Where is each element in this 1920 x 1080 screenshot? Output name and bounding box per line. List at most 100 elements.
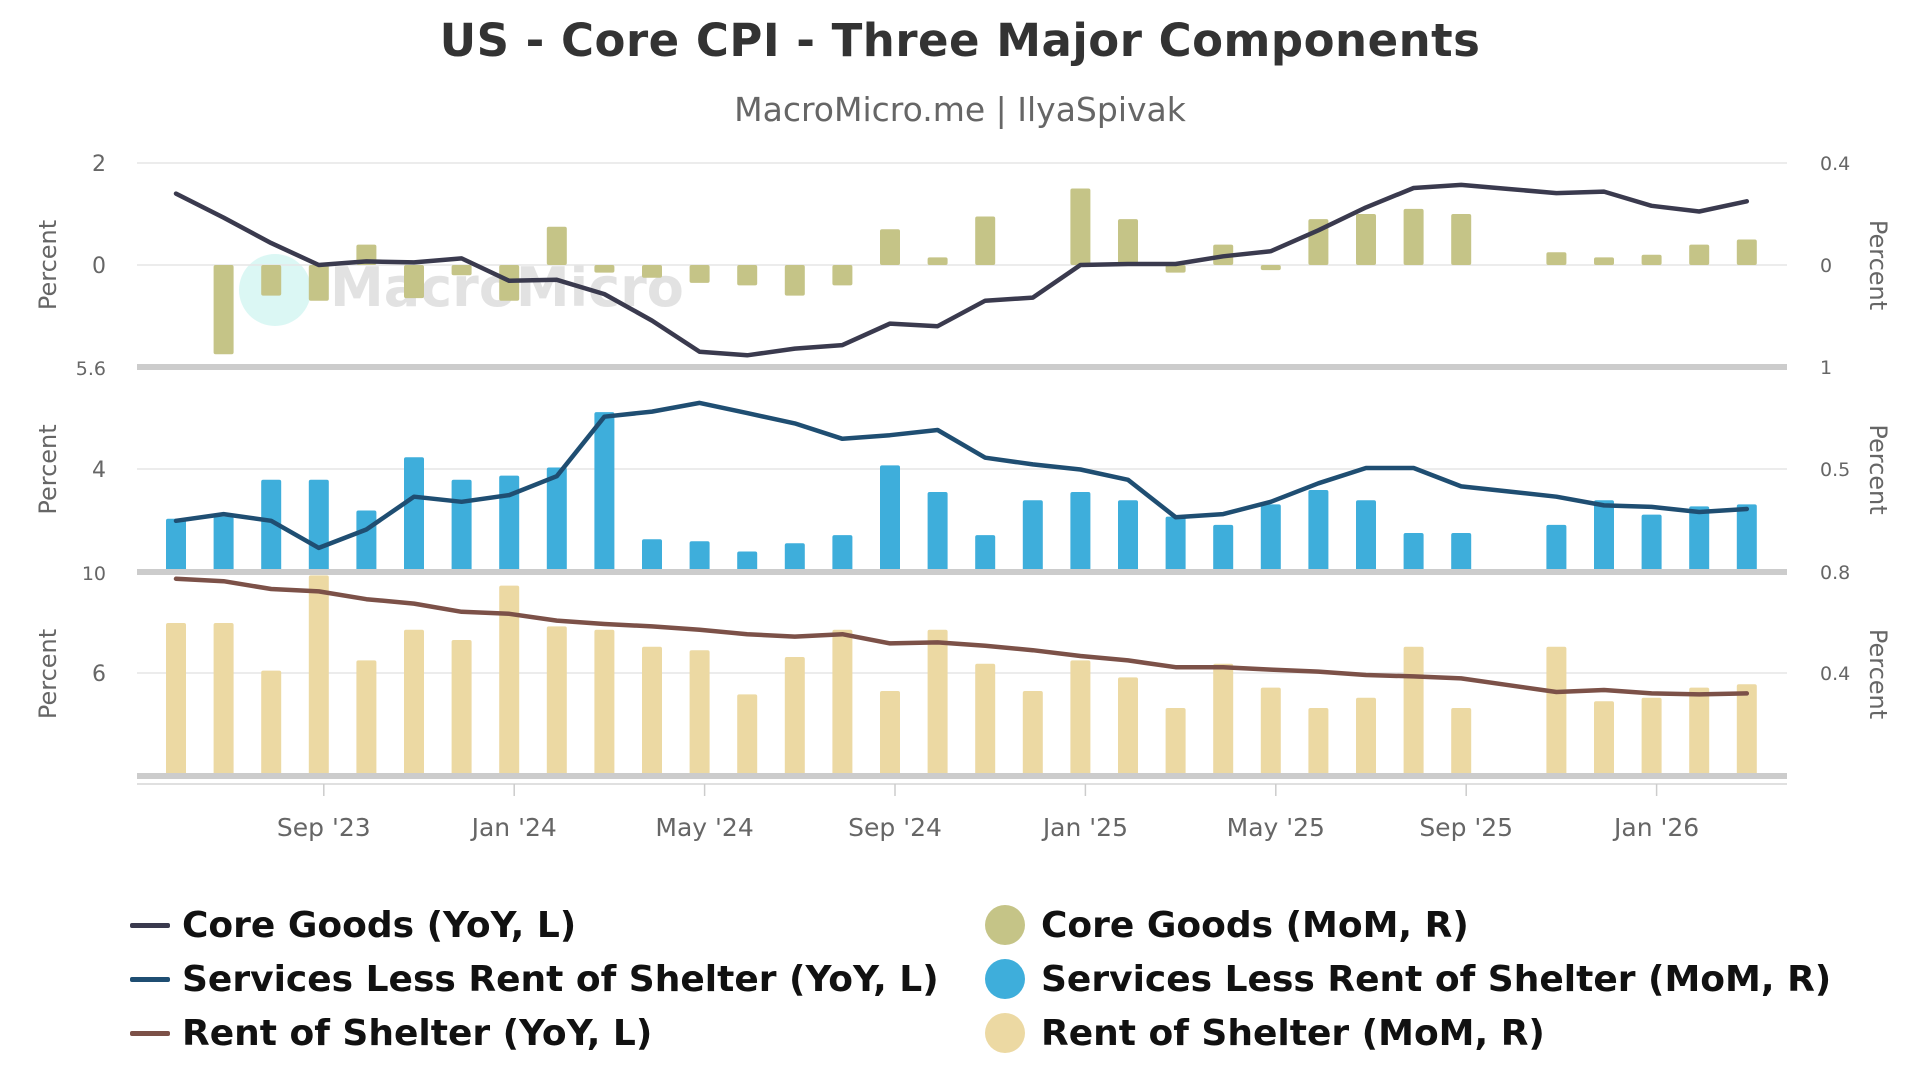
bar	[927, 629, 948, 776]
legend-label: Services Less Rent of Shelter (YoY, L)	[182, 958, 939, 1000]
bar	[689, 265, 710, 283]
x-tick-label: Sep '24	[848, 813, 942, 842]
bar	[594, 265, 615, 273]
bar	[546, 467, 567, 572]
bar	[1213, 524, 1234, 572]
legend-line-icon	[130, 922, 170, 928]
left-tick-label: 6	[92, 662, 106, 687]
x-tick-label: Sep '25	[1419, 813, 1513, 842]
legend-line-icon	[130, 1030, 170, 1036]
bar	[1070, 492, 1091, 572]
left-tick-label: 4	[92, 458, 106, 483]
bar	[451, 640, 472, 776]
bar	[1022, 500, 1043, 572]
chart-subtitle: MacroMicro.me | IlyaSpivak	[734, 90, 1186, 129]
bar	[642, 646, 662, 776]
bar	[642, 265, 662, 278]
legend-item-services-mom[interactable]: Services Less Rent of Shelter (MoM, R)	[985, 954, 1831, 1004]
bar	[261, 265, 282, 296]
bar	[404, 629, 424, 776]
bar	[308, 575, 329, 776]
bar	[784, 265, 805, 296]
legend-item-core-goods-mom[interactable]: Core Goods (MoM, R)	[985, 900, 1469, 950]
bar	[1165, 265, 1186, 273]
bar	[927, 492, 948, 572]
legend-label: Core Goods (YoY, L)	[182, 904, 577, 946]
bar	[1165, 516, 1186, 572]
left-tick-label: 10	[82, 563, 106, 585]
bar	[975, 663, 996, 776]
bar	[261, 479, 282, 572]
series-line	[173, 182, 1750, 358]
left-tick-label: 0	[92, 254, 106, 279]
bar	[1689, 687, 1710, 776]
bar	[1118, 500, 1138, 572]
bar	[499, 475, 520, 572]
bar	[594, 412, 615, 572]
bar	[1736, 684, 1757, 776]
right-axis-title: Percent	[1864, 220, 1892, 310]
bar	[1594, 701, 1614, 776]
bar	[1451, 214, 1472, 265]
left-tick-label: 2	[92, 152, 106, 177]
legend-label: Rent of Shelter (YoY, L)	[182, 1012, 653, 1054]
right-axis-title: Percent	[1864, 629, 1892, 719]
legend-item-core-goods-yoy[interactable]: Core Goods (YoY, L)	[130, 900, 576, 950]
right-tick-label: 0.8	[1820, 562, 1850, 584]
bar	[784, 657, 805, 776]
bar	[213, 623, 234, 776]
x-tick-label: May '24	[655, 813, 753, 842]
bar	[213, 265, 234, 355]
bar	[880, 691, 900, 776]
legend-item-shelter-mom[interactable]: Rent of Shelter (MoM, R)	[985, 1008, 1545, 1058]
bar	[1451, 708, 1472, 776]
bar	[1356, 697, 1376, 776]
bar	[499, 585, 520, 776]
bar	[642, 539, 662, 572]
right-tick-label: 1	[1820, 357, 1832, 379]
chart-legend: Core Goods (YoY, L) Services Less Rent o…	[0, 880, 1920, 1060]
bar	[737, 694, 758, 776]
bar	[1546, 646, 1567, 776]
bar	[1403, 646, 1424, 776]
bar	[308, 479, 329, 572]
x-tick-label: Jan '24	[470, 813, 557, 842]
bar	[832, 265, 853, 286]
chart-plot-area: MacroMicro200.405.61PercentPercent40.510…	[34, 152, 1892, 842]
legend-dot-icon	[985, 905, 1025, 945]
bar	[927, 257, 948, 265]
bar	[1070, 188, 1091, 265]
bar	[1213, 663, 1234, 776]
bar	[594, 629, 615, 776]
bar	[1260, 265, 1281, 271]
left-tick-label: 5.6	[76, 358, 106, 380]
x-tick-label: May '25	[1227, 813, 1325, 842]
bar	[784, 543, 805, 572]
bar	[1308, 490, 1329, 572]
legend-label: Services Less Rent of Shelter (MoM, R)	[1041, 958, 1832, 1000]
bar	[1641, 254, 1662, 265]
legend-dot-icon	[985, 959, 1025, 999]
bar	[1118, 677, 1138, 776]
bar	[356, 510, 377, 572]
right-tick-label: 0.4	[1820, 153, 1850, 175]
bar	[1594, 500, 1614, 572]
bar	[166, 623, 186, 776]
legend-item-shelter-yoy[interactable]: Rent of Shelter (YoY, L)	[130, 1008, 652, 1058]
bar	[1260, 687, 1281, 776]
right-tick-label: 0.4	[1820, 663, 1850, 685]
right-tick-label: 0.5	[1820, 459, 1850, 481]
bar	[213, 516, 234, 572]
legend-item-services-yoy[interactable]: Services Less Rent of Shelter (YoY, L)	[130, 954, 939, 1004]
left-axis-title: Percent	[34, 629, 62, 719]
bar	[880, 465, 900, 572]
bar	[1641, 697, 1662, 776]
bar	[975, 535, 996, 572]
series-line	[173, 576, 1750, 697]
bar	[1403, 208, 1424, 265]
bar	[546, 626, 567, 776]
bar	[689, 650, 710, 776]
bar	[356, 660, 377, 776]
series-line	[173, 400, 1750, 551]
